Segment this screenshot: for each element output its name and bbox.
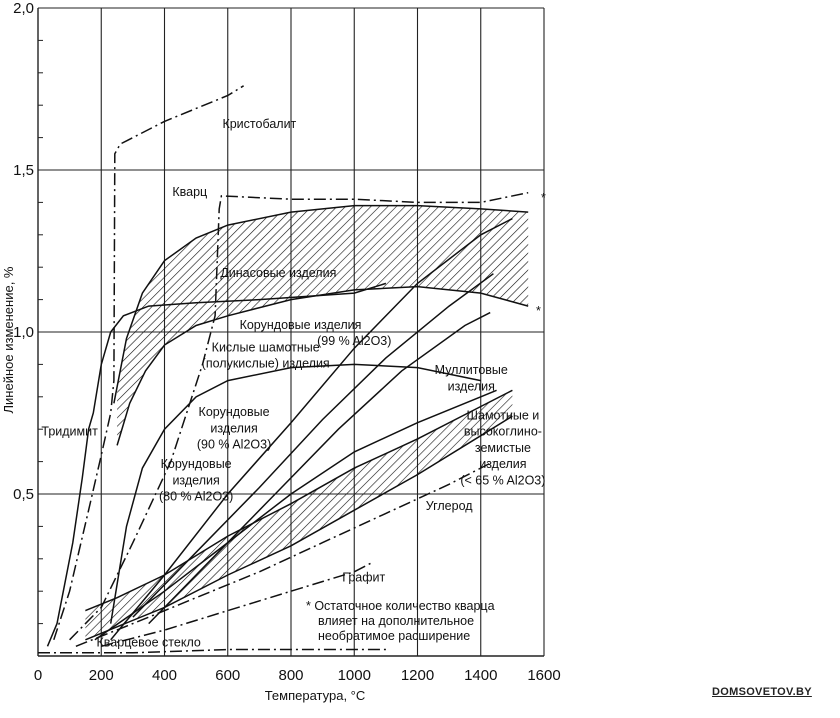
annotation-label: Динасовые изделия [220, 266, 336, 280]
x-tick-label: 200 [89, 667, 114, 684]
annotation-label: (90 % Al2O3) [197, 438, 271, 452]
series-line [85, 389, 513, 612]
series-line [116, 285, 529, 446]
x-tick-label: 1000 [338, 667, 371, 684]
annotation-label: изделия [172, 473, 219, 487]
series-line [69, 191, 529, 641]
hatched-bands [85, 205, 529, 640]
annotation-label: Муллитовые [435, 363, 508, 377]
annotation-label: Корундовые изделия [240, 318, 362, 332]
annotation-label: Корундовые [199, 405, 270, 419]
annotation-label: высокоглино- [464, 425, 542, 439]
annotation-label: изделия [479, 457, 526, 471]
x-tick-label: 400 [152, 667, 177, 684]
x-tick-label: 1600 [527, 667, 560, 684]
annotations: Кристобалит Кварц Динасовые изделия Корундо… [41, 117, 545, 649]
hatched-band [117, 205, 529, 446]
annotation-label: Графит [342, 570, 385, 584]
y-tick-label: 0,5 [13, 486, 34, 503]
series-line [101, 561, 374, 648]
footnote: * Остаточное количество кварца влияет на… [306, 599, 495, 643]
y-tick-label: 1,5 [13, 162, 34, 179]
annotation-label: Кислые шамотные [212, 340, 320, 354]
series-lines [38, 85, 529, 654]
x-tick-labels: 0 200 400 600 800 1000 1200 1400 1600 [34, 667, 561, 684]
series-line [132, 273, 494, 618]
annotation-label: (полукислые) изделия [202, 357, 330, 371]
annotation-label: (80 % Al2O3) [159, 489, 233, 503]
series-line [113, 204, 529, 404]
annotation-label: (99 % Al2O3) [317, 334, 391, 348]
annotation-label: (< 65 % Al2O3) [460, 473, 545, 487]
x-axis-title: Температура, °C [265, 688, 366, 703]
x-tick-label: 1400 [464, 667, 497, 684]
y-axis-title: Линейное изменение, % [1, 266, 16, 413]
annotation-label: Кварцевое стекло [97, 635, 201, 649]
note-line-3: необратимое расширение [318, 629, 470, 643]
annotation-label: земистые [475, 441, 531, 455]
annotation-label: Корундовые [161, 457, 232, 471]
annotation-label: Шамотные и [467, 408, 540, 422]
y-tick-label: 2,0 [13, 0, 34, 17]
series-line [53, 85, 244, 641]
y-tick-labels: 0,5 1,0 1,5 2,0 [13, 0, 34, 503]
annotation-label: Тридимит [41, 425, 98, 439]
annotation-label: изделия [448, 379, 495, 393]
annotation-label: Кварц [172, 185, 207, 199]
x-tick-label: 0 [34, 667, 42, 684]
series-line [148, 311, 491, 625]
annotation-label: Углерод [426, 499, 474, 513]
series-line [94, 389, 497, 641]
asterisk-marks: * * [536, 191, 546, 318]
annotation-label: изделия [210, 421, 257, 435]
annotation-label: Кристобалит [222, 117, 296, 131]
series-line [85, 415, 513, 641]
x-tick-label: 600 [215, 667, 240, 684]
y-tick-label: 1,0 [13, 324, 34, 341]
hatched-band [85, 390, 513, 640]
asterisk-mark: * [536, 304, 541, 318]
note-line-2: влияет на дополнительное [318, 614, 474, 628]
asterisk-mark: * [541, 191, 546, 205]
x-tick-label: 800 [278, 667, 303, 684]
series-line [75, 460, 494, 647]
watermark: DOMSOVETOV.BY [712, 686, 812, 698]
note-line-1: * Остаточное количество кварца [306, 599, 495, 613]
x-tick-label: 1200 [401, 667, 434, 684]
series-line [110, 217, 513, 641]
series-line [109, 363, 481, 624]
series-line [46, 282, 387, 647]
